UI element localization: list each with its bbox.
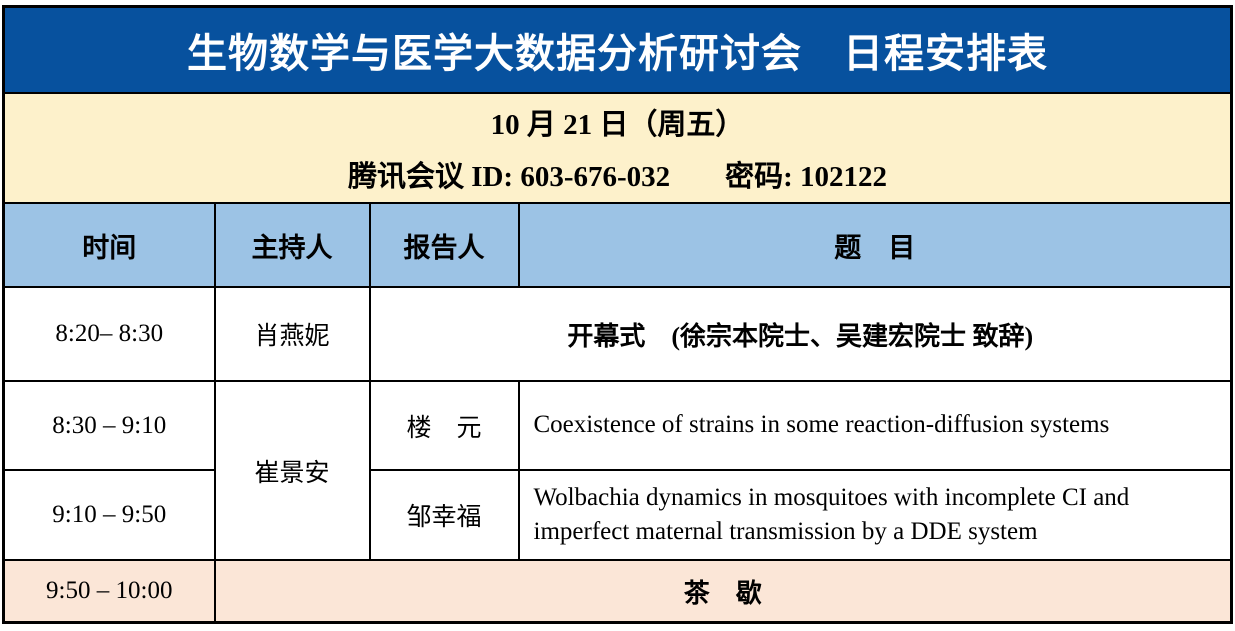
table-row-opening: 8:20– 8:30 肖燕妮 开幕式 (徐宗本院士、吴建宏院士 致辞)	[2, 286, 1233, 382]
time-cell: 8:20– 8:30	[2, 286, 216, 382]
table-row-talk2: 9:10 – 9:50 邹幸福 Wolbachia dynamics in mo…	[2, 469, 1233, 561]
table-row-tea-break: 9:50 – 10:00 茶 歇	[2, 559, 1233, 624]
host-cell: 肖燕妮	[213, 286, 371, 382]
table-row-talk1: 8:30 – 9:10 崔景安 楼 元 Coexistence of strai…	[2, 380, 1233, 561]
topic-cell: 开幕式 (徐宗本院士、吴建宏院士 致辞)	[368, 286, 1233, 382]
col-header-speaker: 报告人	[368, 202, 520, 288]
session-date: 10 月 21 日（周五）	[490, 109, 745, 141]
time-cell: 9:50 – 10:00	[2, 559, 216, 624]
topic-cell: Coexistence of strains in some reaction-…	[517, 380, 1233, 471]
topic-cell: Wolbachia dynamics in mosquitoes with in…	[517, 469, 1233, 561]
col-header-time: 时间	[2, 202, 216, 288]
host-cell: 崔景安	[213, 380, 371, 561]
time-cell: 8:30 – 9:10	[2, 380, 216, 471]
col-header-topic: 题 目	[517, 202, 1233, 288]
title-row: 生物数学与医学大数据分析研讨会 日程安排表	[2, 5, 1233, 94]
break-cell: 茶 歇	[213, 559, 1233, 624]
speaker-cell: 邹幸福	[368, 469, 520, 561]
meeting-id: 腾讯会议 ID: 603-676-032	[347, 161, 671, 193]
schedule-table: 生物数学与医学大数据分析研讨会 日程安排表 10 月 21 日（周五） 腾讯会议…	[2, 5, 1233, 624]
meeting-password: 密码: 102122	[725, 161, 888, 193]
col-header-host: 主持人	[213, 202, 371, 288]
session-info-row: 10 月 21 日（周五） 腾讯会议 ID: 603-676-032 密码: 10…	[2, 92, 1233, 204]
time-cell: 9:10 – 9:50	[2, 469, 216, 561]
meeting-info: 腾讯会议 ID: 603-676-032 密码: 102122	[6, 153, 1230, 195]
speaker-cell: 楼 元	[368, 380, 520, 471]
session-info-cell: 10 月 21 日（周五） 腾讯会议 ID: 603-676-032 密码: 10…	[2, 92, 1233, 204]
column-header-row: 时间 主持人 报告人 题 目	[2, 202, 1233, 288]
page-title: 生物数学与医学大数据分析研讨会 日程安排表	[2, 5, 1233, 94]
